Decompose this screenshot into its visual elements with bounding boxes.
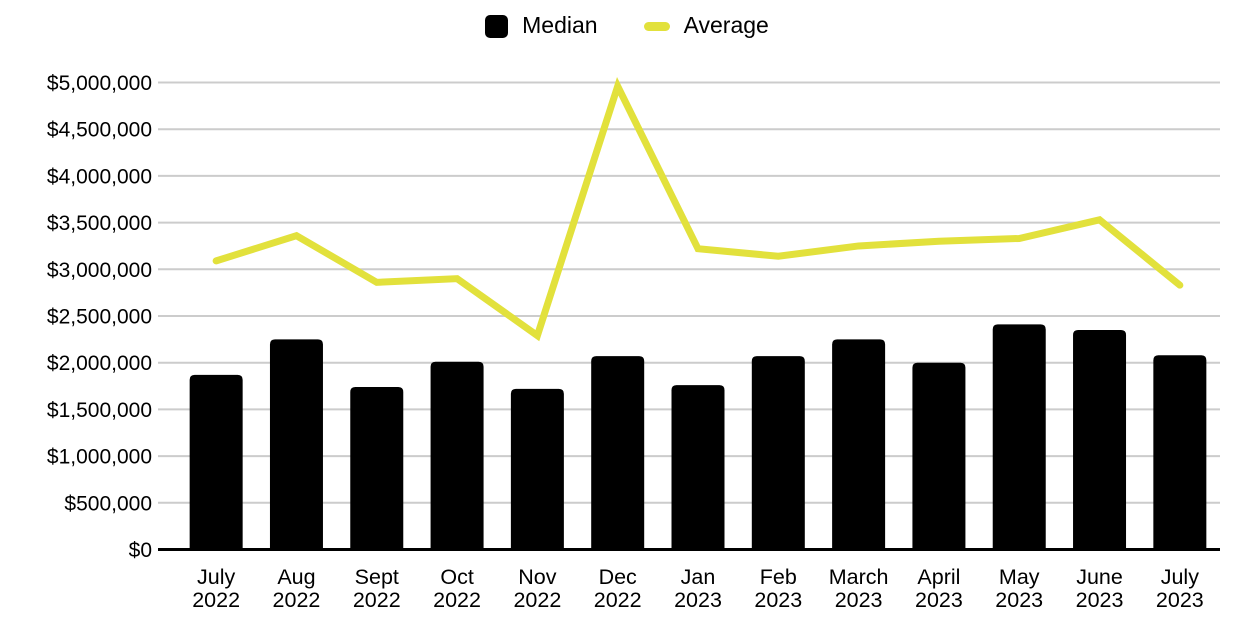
x-axis-year-label: 2022 — [594, 588, 642, 612]
average-line — [212, 76, 1184, 342]
x-axis-year-label: 2023 — [995, 588, 1043, 612]
x-axis-month-label: Jan — [681, 565, 716, 589]
y-axis-tick-label: $3,000,000 — [47, 259, 152, 282]
x-axis-month-label: July — [197, 565, 235, 589]
y-axis-tick-label: $0 — [129, 539, 152, 562]
y-axis-tick-label: $1,500,000 — [47, 399, 152, 422]
y-axis-tick-label: $500,000 — [64, 492, 152, 515]
median-bar-sept-2022 — [350, 386, 404, 550]
x-axis-month-label: July — [1161, 565, 1199, 589]
median-bar-feb-2023 — [751, 356, 805, 550]
y-axis-tick-label: $2,000,000 — [47, 352, 152, 375]
x-axis-month-label: Aug — [277, 565, 315, 589]
x-axis-month-label: March — [829, 565, 889, 589]
y-axis-tick-label: $1,000,000 — [47, 446, 152, 469]
x-axis-month-label: May — [999, 565, 1040, 589]
x-axis-year-label: 2023 — [674, 588, 722, 612]
median-bar-dec-2022 — [591, 356, 645, 550]
x-axis-month-label: Sept — [355, 565, 399, 589]
x-axis-year-label: 2023 — [1156, 588, 1204, 612]
median-bar-nov-2022 — [510, 388, 564, 550]
y-axis-tick-label: $4,000,000 — [47, 165, 152, 188]
median-bar-aug-2022 — [269, 339, 323, 550]
median-bar-jan-2023 — [671, 385, 725, 550]
x-axis-year-label: 2023 — [915, 588, 963, 612]
x-axis-year-label: 2023 — [835, 588, 883, 612]
y-axis-tick-label: $4,500,000 — [47, 119, 152, 142]
x-axis-year-label: 2022 — [192, 588, 240, 612]
x-axis-month-label: Oct — [440, 565, 473, 589]
median-bar-july-2023 — [1153, 355, 1207, 550]
median-bar-may-2023 — [992, 324, 1046, 550]
median-bar-june-2023 — [1073, 330, 1127, 550]
y-axis-tick-label: $5,000,000 — [47, 72, 152, 95]
median-bar-march-2023 — [832, 339, 886, 550]
median-bar-april-2023 — [912, 362, 966, 550]
x-axis-year-label: 2022 — [513, 588, 561, 612]
x-axis-month-label: April — [917, 565, 960, 589]
x-axis-year-label: 2022 — [273, 588, 321, 612]
x-axis-year-label: 2023 — [1076, 588, 1124, 612]
x-axis-month-label: Dec — [599, 565, 637, 589]
x-axis-year-label: 2022 — [353, 588, 401, 612]
y-axis-tick-label: $3,500,000 — [47, 212, 152, 235]
median-bar-july-2022 — [189, 374, 243, 550]
x-axis-year-label: 2023 — [754, 588, 802, 612]
median-bar-oct-2022 — [430, 361, 484, 550]
x-axis-month-label: June — [1076, 565, 1123, 589]
x-axis-month-label: Feb — [760, 565, 797, 589]
x-axis-month-label: Nov — [518, 565, 556, 589]
y-axis-tick-label: $2,500,000 — [47, 306, 152, 329]
x-axis-year-label: 2022 — [433, 588, 481, 612]
